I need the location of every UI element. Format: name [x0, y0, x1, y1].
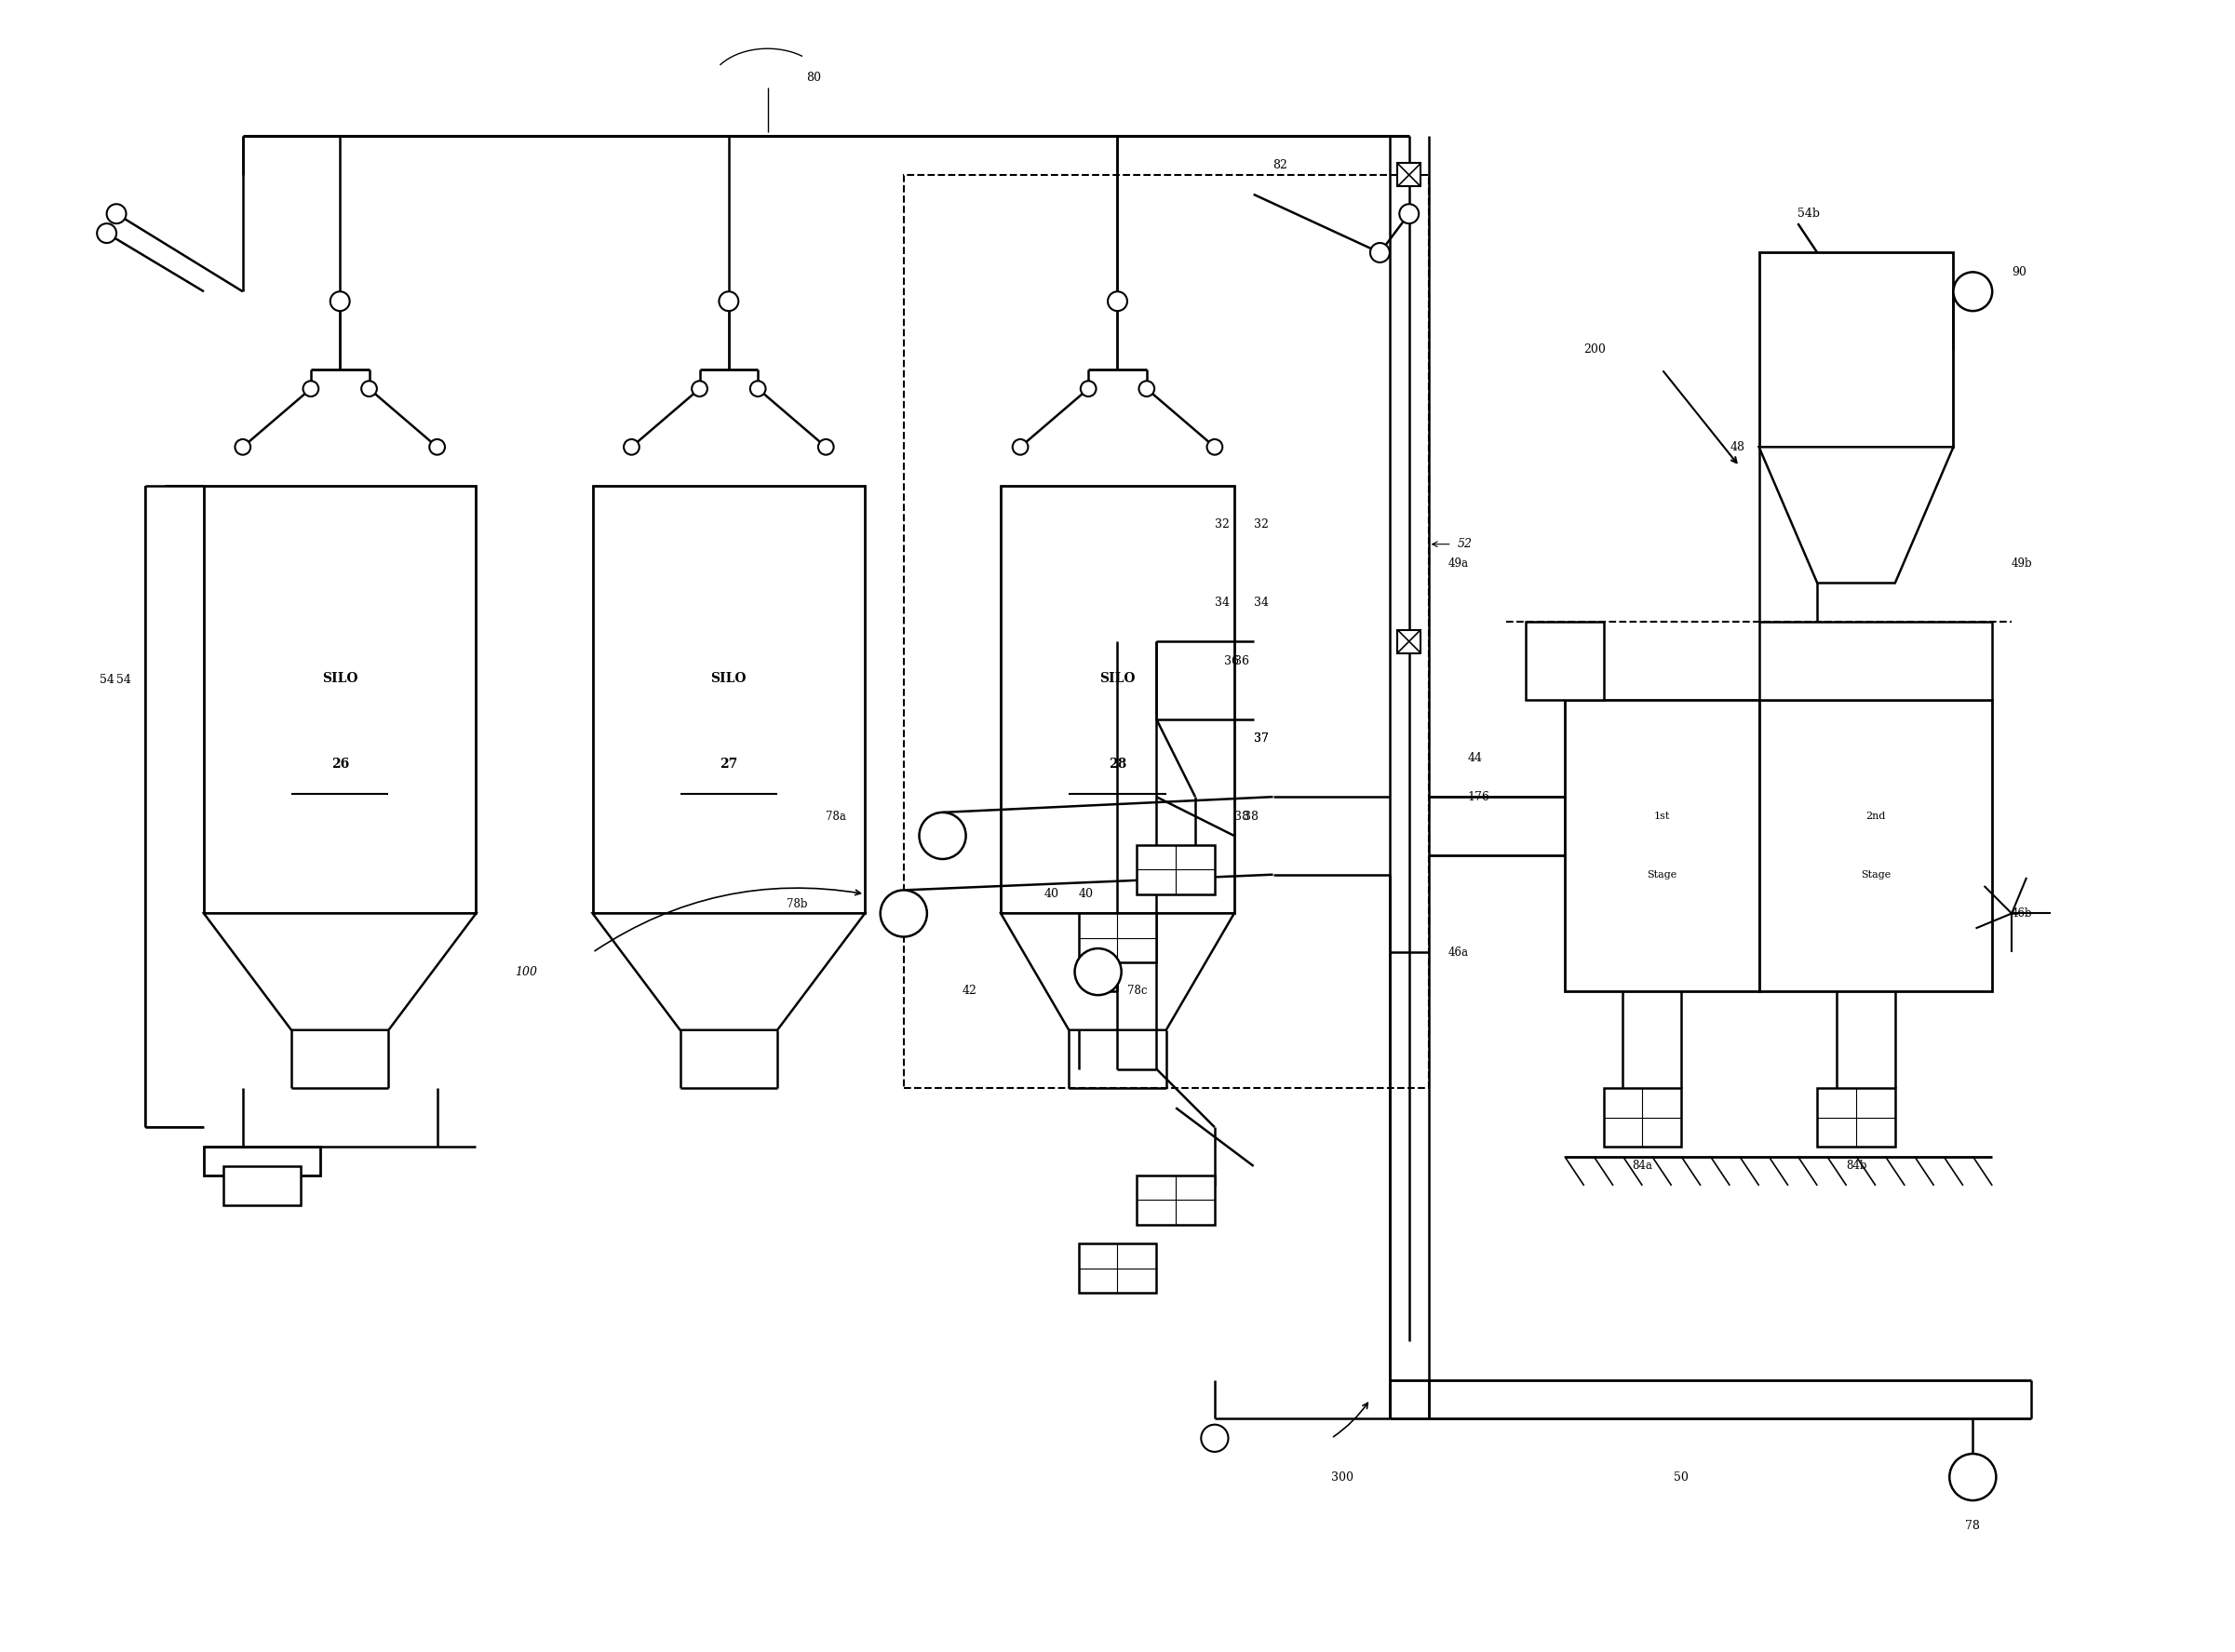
Bar [1080, 914, 1155, 961]
Text: 1st: 1st [1654, 811, 1670, 821]
Bar [1602, 1089, 1681, 1146]
Circle shape [429, 439, 445, 454]
Circle shape [235, 439, 250, 454]
Bar [1138, 1176, 1214, 1224]
Bar [592, 486, 865, 914]
Circle shape [331, 291, 349, 311]
Text: SILO: SILO [711, 672, 746, 686]
Text: 28: 28 [1109, 757, 1126, 770]
Bar [224, 1166, 302, 1204]
Text: 2nd: 2nd [1866, 811, 1886, 821]
Text: 54b: 54b [1797, 208, 1819, 220]
Circle shape [1370, 243, 1390, 263]
Bar [1564, 700, 1759, 991]
Text: 84a: 84a [1632, 1160, 1652, 1173]
Text: 82: 82 [1274, 159, 1287, 172]
Circle shape [1200, 1424, 1229, 1452]
Text: 26: 26 [331, 757, 349, 770]
Text: 100: 100 [514, 966, 536, 978]
Bar [1759, 700, 1991, 991]
Bar [1001, 486, 1234, 914]
Circle shape [624, 439, 639, 454]
Text: 36: 36 [1234, 654, 1249, 667]
Circle shape [304, 382, 320, 396]
Circle shape [1949, 1454, 1996, 1500]
Bar [1397, 629, 1421, 653]
Circle shape [720, 291, 738, 311]
Text: 32: 32 [1254, 519, 1267, 530]
Text: 54: 54 [98, 674, 114, 686]
Circle shape [362, 382, 378, 396]
Text: 34: 34 [1254, 596, 1269, 608]
Text: 48: 48 [1730, 441, 1746, 453]
Text: 78b: 78b [787, 897, 809, 910]
Polygon shape [1001, 914, 1234, 1031]
Circle shape [693, 382, 706, 396]
Circle shape [96, 223, 116, 243]
Text: Stage: Stage [1860, 871, 1891, 879]
Text: 78: 78 [1965, 1520, 1980, 1531]
Text: 32: 32 [1214, 519, 1229, 530]
Text: 84b: 84b [1846, 1160, 1866, 1173]
Text: 44: 44 [1468, 752, 1482, 763]
Bar [203, 486, 476, 914]
Text: 46b: 46b [2012, 907, 2034, 920]
Bar [1080, 1244, 1155, 1292]
Circle shape [1953, 273, 1991, 311]
Circle shape [1012, 439, 1028, 454]
Polygon shape [1527, 621, 1602, 700]
Circle shape [881, 890, 928, 937]
Text: 40: 40 [1044, 889, 1059, 900]
Text: 49a: 49a [1448, 558, 1468, 570]
Polygon shape [592, 914, 865, 1031]
Polygon shape [1759, 448, 1953, 583]
Text: 38: 38 [1245, 809, 1258, 823]
Text: 80: 80 [807, 71, 822, 84]
Text: Stage: Stage [1647, 871, 1676, 879]
Bar [203, 1146, 320, 1176]
Text: 27: 27 [720, 757, 738, 770]
Text: 38: 38 [1234, 809, 1249, 823]
Bar [1817, 1089, 1895, 1146]
Polygon shape [203, 914, 476, 1031]
Circle shape [751, 382, 767, 396]
Text: 78c: 78c [1126, 985, 1147, 998]
Text: 200: 200 [1585, 344, 1607, 355]
Text: SILO: SILO [1100, 672, 1135, 686]
Bar [1138, 846, 1214, 894]
Text: 300: 300 [1332, 1470, 1354, 1483]
Text: 54: 54 [116, 674, 132, 686]
Circle shape [1140, 382, 1155, 396]
Text: 42: 42 [961, 985, 977, 998]
Text: 78a: 78a [827, 809, 847, 823]
Circle shape [818, 439, 834, 454]
Text: 90: 90 [2012, 266, 2027, 278]
Circle shape [107, 205, 125, 223]
Bar [1397, 164, 1421, 187]
Text: 52: 52 [1457, 539, 1473, 550]
Circle shape [1207, 439, 1223, 454]
Circle shape [1075, 948, 1122, 995]
Bar [1759, 253, 1953, 448]
Polygon shape [1759, 621, 1991, 700]
Text: 36: 36 [1225, 654, 1238, 667]
Text: 40: 40 [1080, 889, 1093, 900]
Text: SILO: SILO [322, 672, 358, 686]
Text: 46a: 46a [1448, 947, 1468, 958]
Text: 50: 50 [1674, 1470, 1690, 1483]
Bar [903, 175, 1428, 1089]
Text: 34: 34 [1214, 596, 1229, 608]
Text: 49b: 49b [2012, 558, 2034, 570]
Circle shape [1401, 206, 1417, 221]
Circle shape [919, 813, 966, 859]
Text: 37: 37 [1254, 732, 1267, 745]
Text: 37: 37 [1254, 732, 1267, 745]
Text: 176: 176 [1468, 791, 1489, 803]
Circle shape [1109, 291, 1126, 311]
Circle shape [1080, 382, 1095, 396]
Circle shape [1399, 205, 1419, 223]
